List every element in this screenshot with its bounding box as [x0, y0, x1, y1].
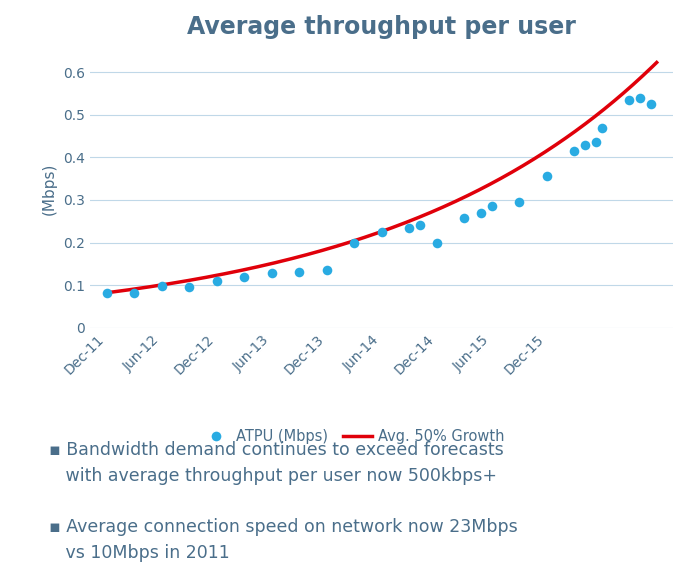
Point: [459, 214, 470, 223]
Point: [541, 172, 552, 181]
Point: [211, 276, 222, 285]
Point: [634, 93, 645, 102]
Y-axis label: (Mbps): (Mbps): [42, 163, 56, 215]
Point: [321, 266, 332, 275]
Point: [514, 198, 525, 207]
Point: [568, 146, 579, 155]
Legend: ATPU (Mbps), Avg. 50% Growth: ATPU (Mbps), Avg. 50% Growth: [195, 424, 510, 450]
Point: [156, 281, 167, 290]
Point: [376, 227, 387, 236]
Point: [431, 238, 442, 247]
Point: [579, 140, 591, 149]
Point: [591, 138, 602, 147]
Point: [239, 272, 250, 281]
Point: [596, 123, 607, 132]
Point: [101, 288, 112, 297]
Point: [404, 223, 415, 232]
Point: [184, 282, 195, 292]
Point: [128, 288, 139, 297]
Point: [414, 221, 425, 230]
Point: [348, 238, 359, 247]
Text: ▪ Bandwidth demand continues to exceed forecasts
   with average throughput per : ▪ Bandwidth demand continues to exceed f…: [49, 441, 517, 562]
Point: [486, 202, 497, 211]
Point: [624, 95, 635, 105]
Title: Average throughput per user: Average throughput per user: [187, 15, 576, 39]
Point: [266, 269, 278, 278]
Point: [475, 208, 486, 217]
Point: [294, 268, 305, 277]
Point: [645, 99, 657, 108]
